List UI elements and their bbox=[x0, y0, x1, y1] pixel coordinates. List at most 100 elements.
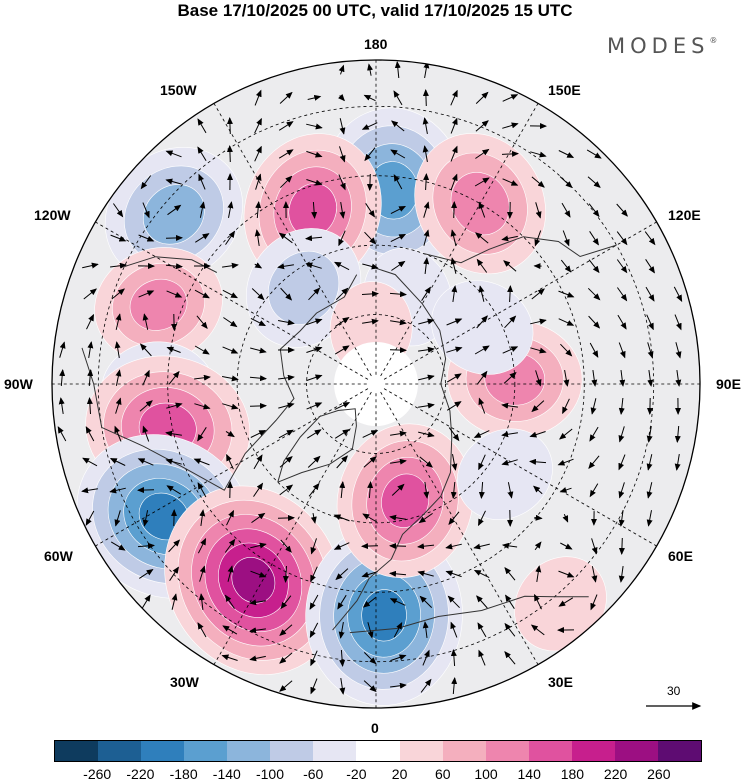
wind-arrow bbox=[534, 230, 542, 247]
wind-arrow bbox=[391, 120, 405, 132]
wind-arrow bbox=[501, 150, 519, 157]
wind-arrow bbox=[389, 291, 407, 298]
wind-arrow bbox=[226, 145, 233, 163]
wind-arrow bbox=[280, 539, 292, 553]
wind-arrow bbox=[616, 231, 628, 246]
wind-arrow bbox=[221, 654, 238, 661]
wind-arrow bbox=[417, 543, 435, 550]
wind-vectors bbox=[57, 61, 683, 695]
wind-arrow bbox=[251, 288, 265, 301]
wind-arrow bbox=[450, 229, 457, 246]
label-60e: 60E bbox=[668, 548, 693, 564]
wind-arrow bbox=[473, 543, 490, 550]
colorbar-tick-label: 20 bbox=[391, 766, 408, 782]
wind-arrow bbox=[279, 680, 293, 692]
label-30e: 30E bbox=[548, 674, 573, 690]
wind-arrow bbox=[501, 431, 518, 438]
wind-arrow bbox=[559, 428, 573, 440]
label-90w: 90W bbox=[4, 376, 33, 392]
wind-arrow bbox=[166, 346, 181, 353]
wind-arrow bbox=[588, 203, 600, 218]
wind-arrow bbox=[534, 541, 542, 551]
wind-arrow bbox=[137, 458, 154, 466]
wind-arrow bbox=[87, 369, 94, 387]
wind-arrow bbox=[339, 678, 346, 695]
brand-mark: ® bbox=[709, 36, 718, 45]
wind-arrow bbox=[646, 426, 653, 443]
wind-arrow bbox=[137, 542, 155, 549]
wind-arrow bbox=[478, 285, 485, 302]
wind-arrow bbox=[478, 454, 486, 471]
wind-arrow bbox=[255, 201, 262, 219]
wind-arrow bbox=[423, 482, 430, 499]
meridian-line bbox=[383, 388, 665, 551]
wind-arrow bbox=[502, 346, 519, 354]
wind-arrow bbox=[227, 565, 234, 582]
wind-arrow bbox=[165, 150, 182, 158]
wind-arrow bbox=[675, 342, 682, 359]
meridian-line bbox=[380, 391, 543, 673]
wind-arrow bbox=[139, 343, 152, 357]
meridian-line bbox=[209, 95, 372, 377]
coastline-1 bbox=[81, 274, 358, 491]
wind-arrow bbox=[362, 318, 379, 325]
wind-arrow bbox=[278, 149, 294, 159]
label-30w: 30W bbox=[170, 674, 199, 690]
colorbar-segment bbox=[442, 741, 486, 761]
colorbar-tick-label: -260 bbox=[83, 766, 112, 782]
wind-arrow bbox=[558, 597, 574, 607]
anomaly-contour bbox=[268, 250, 340, 325]
wind-arrow bbox=[476, 258, 488, 273]
wind-arrow bbox=[306, 346, 323, 353]
wind-arrow bbox=[618, 397, 625, 415]
wind-arrow bbox=[363, 456, 377, 468]
wind-arrow bbox=[58, 397, 65, 414]
wind-arrow bbox=[311, 201, 318, 219]
wind-arrow bbox=[618, 537, 625, 555]
wind-arrow bbox=[335, 317, 350, 327]
colorbar-segment bbox=[98, 741, 142, 761]
wind-arrow bbox=[305, 235, 323, 242]
colorbar-tick-label: 140 bbox=[517, 766, 541, 782]
label-180: 180 bbox=[364, 36, 388, 52]
wind-arrow bbox=[475, 120, 489, 132]
wind-arrow bbox=[419, 595, 433, 608]
wind-arrow bbox=[674, 454, 681, 471]
wind-arrow bbox=[254, 229, 261, 246]
wind-arrow bbox=[111, 288, 125, 300]
colorbar-segment bbox=[614, 741, 658, 761]
colorbar-segment bbox=[184, 741, 228, 761]
wind-arrow bbox=[115, 313, 122, 330]
wind-arrow bbox=[389, 598, 406, 606]
wind-arrow bbox=[306, 150, 323, 158]
wind-arrow bbox=[535, 370, 542, 387]
wind-arrow bbox=[168, 539, 181, 553]
wind-arrow bbox=[59, 341, 66, 358]
wind-arrow bbox=[390, 458, 407, 465]
colorbar-tick-label: -220 bbox=[126, 766, 155, 782]
wind-arrow bbox=[224, 594, 235, 609]
wind-arrow bbox=[619, 370, 626, 387]
wind-arrow bbox=[142, 202, 150, 219]
colorbar-tick-label: 260 bbox=[647, 766, 671, 782]
label-60w: 60W bbox=[44, 548, 73, 564]
meridian-line bbox=[380, 95, 543, 377]
wind-arrow bbox=[616, 259, 628, 274]
wind-arrow bbox=[478, 649, 486, 666]
wind-arrow bbox=[309, 594, 319, 610]
wind-arrow bbox=[249, 627, 266, 634]
wind-arrow bbox=[306, 429, 322, 439]
wind-arrow bbox=[365, 203, 375, 218]
wind-arrow bbox=[115, 369, 122, 386]
coastline-5 bbox=[423, 236, 617, 264]
wind-arrow bbox=[82, 457, 98, 467]
wind-arrow bbox=[361, 290, 379, 297]
wind-arrow bbox=[530, 347, 547, 354]
wind-arrow bbox=[646, 454, 653, 471]
wind-arrow bbox=[334, 402, 351, 410]
wind-arrow bbox=[589, 231, 599, 246]
wind-arrow bbox=[82, 262, 99, 269]
wind-arrow bbox=[361, 122, 378, 130]
wind-arrow bbox=[616, 203, 628, 217]
colorbar-segment bbox=[399, 741, 443, 761]
